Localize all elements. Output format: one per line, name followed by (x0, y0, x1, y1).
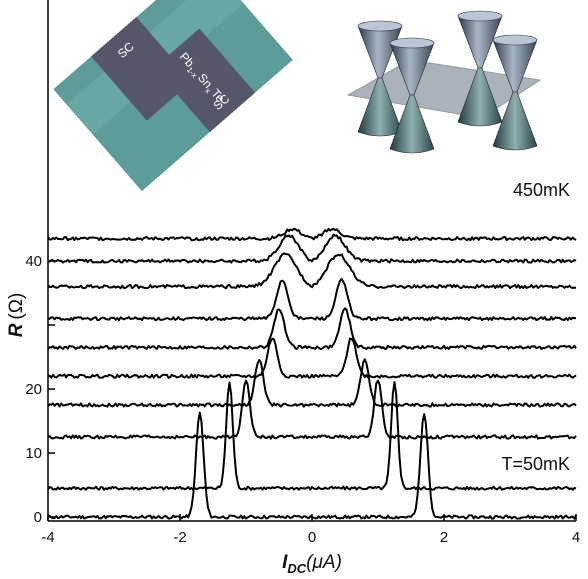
temperature-curve (47, 252, 577, 290)
temperature-curve (47, 233, 577, 264)
y-axis-symbol: R (6, 323, 27, 337)
temperature-curve (47, 381, 577, 491)
temperature-curve (47, 337, 577, 379)
dirac-cone-icon (357, 20, 403, 137)
sc-electrode-shape (91, 17, 256, 133)
x-axis-title: IDC(μA) (282, 552, 342, 576)
x-axis-subscript: DC (287, 561, 306, 576)
y-tick-label: 10 (25, 445, 42, 462)
temperature-curve (47, 379, 577, 440)
x-tick-label: -2 (173, 529, 186, 546)
curves (47, 227, 577, 520)
y-ticks: 0 10 20 40 (25, 253, 55, 526)
x-ticks: -4 -2 0 2 4 (41, 514, 580, 546)
dirac-cone-icon (457, 10, 503, 127)
y-tick-label: 40 (25, 253, 42, 270)
annotation-top-temperature: 450mK (513, 180, 570, 200)
dirac-cone-icon (492, 34, 538, 151)
temperature-curve (47, 411, 577, 520)
temperature-curve (47, 358, 577, 408)
device-micrograph-inset: SC SC Pb1-xSnxTe (53, 0, 293, 192)
temperature-curve (47, 227, 577, 242)
annotation-bottom-temperature: T=50mK (501, 454, 570, 474)
y-tick-label: 20 (25, 381, 42, 398)
temperature-curve (47, 307, 577, 350)
x-tick-label: 4 (572, 529, 580, 546)
x-tick-label: 0 (308, 529, 316, 546)
dirac-cone-icon (389, 37, 435, 154)
y-axis-title: R (Ω) (6, 293, 27, 338)
y-tick-label: 0 (34, 509, 42, 526)
x-axis-unit: (μA) (306, 552, 342, 573)
x-tick-label: -4 (41, 529, 54, 546)
x-tick-label: 2 (440, 529, 448, 546)
x-axis-symbol: I (282, 552, 288, 573)
dirac-cones-inset (346, 10, 542, 154)
y-axis-unit: (Ω) (6, 293, 27, 320)
temperature-curve (47, 278, 577, 322)
